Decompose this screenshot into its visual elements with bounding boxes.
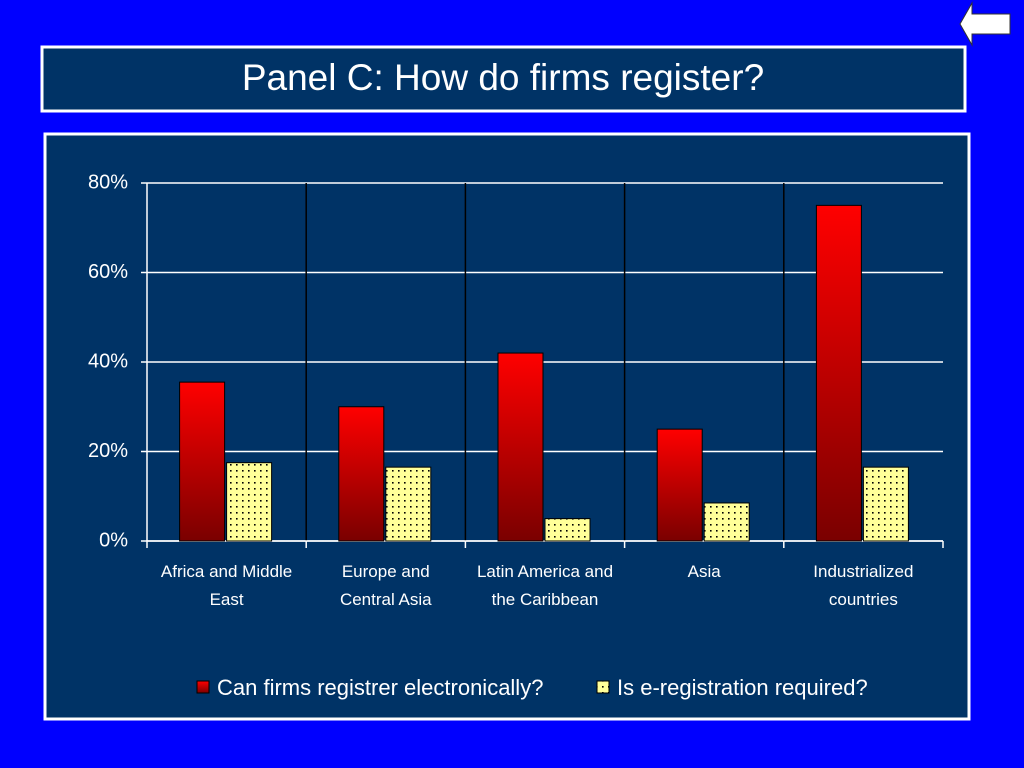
- x-tick-label: Industrialized countries: [813, 562, 914, 609]
- x-tick-label: Latin America and the Caribbean: [476, 562, 614, 609]
- legend-swatch: [196, 680, 210, 694]
- title-box: [40, 45, 967, 113]
- bar: [862, 466, 909, 542]
- legend-label: Is e-registration required?: [617, 675, 868, 700]
- bar: [338, 406, 385, 542]
- y-tick-label: 0%: [99, 529, 128, 551]
- bar: [385, 466, 432, 542]
- bar: [703, 502, 750, 542]
- bar: [656, 428, 703, 542]
- y-tick-label: 40%: [88, 350, 128, 372]
- back-arrow[interactable]: [959, 1, 1011, 47]
- legend-label: Can firms registrer electronically?: [217, 675, 543, 700]
- bar: [497, 352, 544, 542]
- bar: [226, 462, 273, 542]
- y-tick-label: 80%: [88, 171, 128, 193]
- y-tick-label: 20%: [88, 440, 128, 462]
- chart-title: Panel C: How do firms register?: [242, 57, 764, 98]
- back-button[interactable]: [959, 1, 1011, 47]
- x-tick-label: Africa and Middle East: [160, 562, 293, 609]
- x-tick-label: Europe and Central Asia: [339, 562, 432, 609]
- bar: [544, 518, 591, 542]
- bar: [179, 381, 226, 542]
- x-tick-label: Asia: [687, 562, 721, 581]
- y-tick-label: 60%: [88, 261, 128, 283]
- legend-swatch: [596, 680, 610, 694]
- bar: [815, 204, 862, 542]
